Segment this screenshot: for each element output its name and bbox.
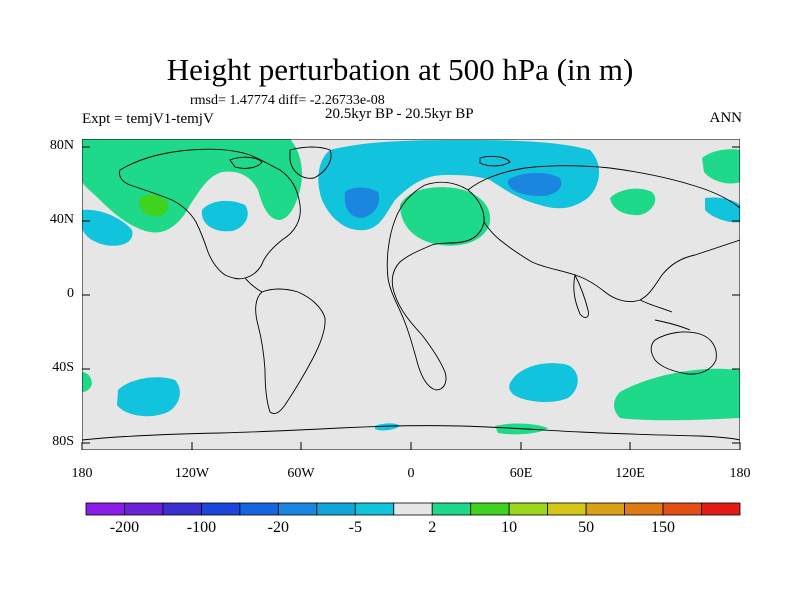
alaska-core	[139, 194, 169, 217]
colorbar-swatch	[354, 502, 395, 516]
south-atlantic-west-positive	[82, 372, 92, 392]
south-pacific-east-positive	[614, 368, 740, 421]
east-siberia-positive	[702, 149, 740, 184]
colorbar-swatch	[162, 502, 202, 516]
negative-anomaly-regions	[82, 140, 740, 431]
north-pacific-negative	[201, 200, 248, 232]
axis-ticks	[81, 146, 741, 450]
colorbar-swatch	[624, 502, 664, 516]
colorbar-swatch	[701, 502, 741, 516]
plot-title: Height perturbation at 500 hPa (in m)	[166, 52, 634, 87]
colorbar-label: -5	[348, 519, 362, 536]
colorbar-swatch	[316, 502, 356, 516]
rmsd-diff-stats: rmsd= 1.47774 diff= -2.26733e-08	[190, 93, 385, 108]
coastlines	[82, 146, 740, 441]
lat-label: 40S	[52, 360, 74, 375]
east-pacific-negative	[82, 209, 133, 246]
colorbar-label: -20	[267, 519, 289, 536]
lon-label: 60W	[287, 466, 315, 481]
lon-label: 180	[71, 466, 93, 481]
colorbar-swatch	[431, 502, 472, 516]
lon-label: 120E	[615, 466, 645, 481]
south-pacific-negative	[117, 377, 180, 417]
colorbar-label: -100	[186, 519, 217, 536]
negative-core-regions	[344, 172, 562, 218]
lat-label: 80N	[49, 138, 74, 153]
lon-label: 120W	[174, 466, 210, 481]
colorbar	[85, 502, 741, 516]
colorbar-swatch	[585, 502, 625, 516]
lon-label: 60E	[509, 466, 533, 481]
colorbar-label: 50	[578, 519, 595, 536]
antarctic-negative	[375, 423, 400, 431]
positive-core-regions	[139, 194, 169, 217]
lat-label: 0	[67, 286, 74, 301]
time-period: 20.5kyr BP - 20.5kyr BP	[325, 106, 474, 122]
central-asia-positive	[610, 188, 656, 216]
colorbar-swatch	[547, 502, 587, 516]
experiment-label: Expt = temjV1-temjV	[82, 111, 214, 127]
colorbar-label: 150	[651, 519, 676, 536]
season-label: ANN	[709, 110, 743, 126]
lon-label: 180	[729, 466, 751, 481]
siberia-east-negative	[705, 197, 740, 223]
north-atlantic-europe-negative	[318, 140, 600, 231]
atlantic-core	[344, 187, 380, 218]
colorbar-swatch	[201, 502, 241, 516]
south-indian-negative	[509, 363, 578, 402]
colorbar-swatch	[124, 502, 164, 516]
colorbar-swatch	[662, 502, 702, 516]
colorbar-swatch	[277, 502, 318, 516]
lon-label: 0	[407, 466, 415, 481]
colorbar-swatch	[393, 502, 433, 516]
colorbar-label: -200	[109, 519, 140, 536]
positive-anomaly-regions	[82, 139, 740, 435]
siberia-core	[507, 172, 562, 196]
colorbar-label: 2	[428, 519, 437, 536]
colorbar-label: 10	[501, 519, 518, 536]
colorbar-swatch	[470, 502, 510, 516]
colorbar-swatch	[239, 502, 279, 516]
lat-label: 40N	[49, 212, 74, 227]
north-pacific-alaska-positive	[82, 139, 302, 233]
colorbar-swatch	[508, 502, 549, 516]
colorbar-swatch	[85, 502, 125, 516]
europe-positive	[400, 187, 491, 246]
lat-label: 80S	[52, 434, 74, 449]
